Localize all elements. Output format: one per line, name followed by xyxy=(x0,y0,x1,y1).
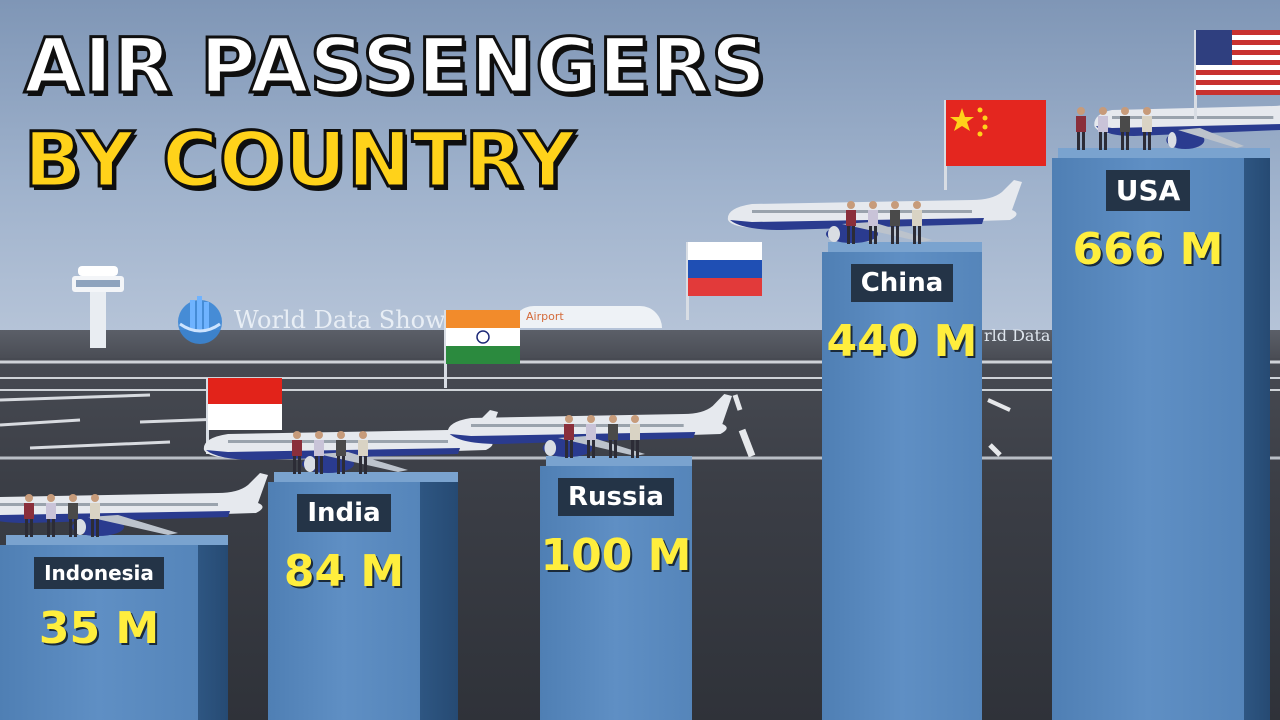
flag-pole xyxy=(206,378,209,454)
watermark-text: World Data Show xyxy=(234,306,446,334)
value-label-indonesia: 35 M xyxy=(38,603,160,654)
country-label-indonesia: Indonesia xyxy=(34,557,164,589)
airplane-icon xyxy=(0,473,268,536)
watermark: World Data Show xyxy=(176,290,446,350)
title-line-2: BY COUNTRY xyxy=(22,115,577,204)
flag-pole xyxy=(944,100,947,190)
country-label-china: China xyxy=(850,263,954,302)
passenger-figure xyxy=(336,430,346,474)
globe-logo-icon xyxy=(178,296,222,344)
passenger-figure xyxy=(1120,107,1130,150)
value-label-india: 84 M xyxy=(283,545,405,597)
passenger-figure xyxy=(90,494,100,537)
passenger-figure xyxy=(890,200,900,244)
india-flag-icon xyxy=(446,310,520,364)
bar-side-indonesia xyxy=(198,545,228,720)
airport-sign-text: Airport xyxy=(526,310,564,323)
flag-pole xyxy=(1194,30,1197,119)
bar-usa xyxy=(1052,158,1244,720)
passenger-figure xyxy=(608,414,618,458)
passenger-figure xyxy=(586,414,596,458)
passenger-figure xyxy=(868,200,878,244)
bar-china xyxy=(822,252,982,720)
russia-flag-icon xyxy=(688,242,762,296)
passenger-figure xyxy=(846,200,856,244)
value-label-russia: 100 M xyxy=(540,529,692,581)
bar-side-india xyxy=(420,481,458,720)
passenger-figure xyxy=(1142,107,1152,150)
airport-sign: Airport xyxy=(512,306,662,328)
country-label-india: India xyxy=(297,493,391,532)
indonesia-flag-icon xyxy=(208,378,282,430)
passenger-figure xyxy=(1076,107,1086,150)
country-label-russia: Russia xyxy=(558,477,674,516)
control-tower-icon xyxy=(72,266,124,348)
bar-top-china xyxy=(828,241,982,254)
value-label-china: 440 M xyxy=(826,315,978,367)
flag-pole xyxy=(444,310,447,388)
passenger-figure xyxy=(292,430,302,474)
flag-pole xyxy=(686,242,689,320)
passenger-figure xyxy=(314,430,324,474)
passenger-figure xyxy=(358,430,368,474)
passenger-figure xyxy=(24,494,34,537)
china-flag-icon xyxy=(946,100,1046,166)
passenger-figure xyxy=(564,414,574,458)
bar-top-india xyxy=(274,471,458,484)
airplane-icon xyxy=(1094,105,1280,149)
passenger-figure xyxy=(912,200,922,244)
usa-flag-icon xyxy=(1196,30,1280,95)
value-label-usa: 666 M xyxy=(1072,224,1224,275)
passenger-figure xyxy=(68,494,78,537)
bar-side-usa xyxy=(1244,158,1270,720)
passenger-figure xyxy=(1098,107,1108,150)
passenger-figure xyxy=(630,414,640,458)
passenger-figure xyxy=(46,494,56,537)
title-line-1: AIR PASSENGERS xyxy=(23,21,768,110)
country-label-usa: USA xyxy=(1105,170,1191,211)
bar-top-russia xyxy=(546,455,692,468)
bar-top-usa xyxy=(1058,148,1270,160)
bar-top-indonesia xyxy=(6,535,228,547)
